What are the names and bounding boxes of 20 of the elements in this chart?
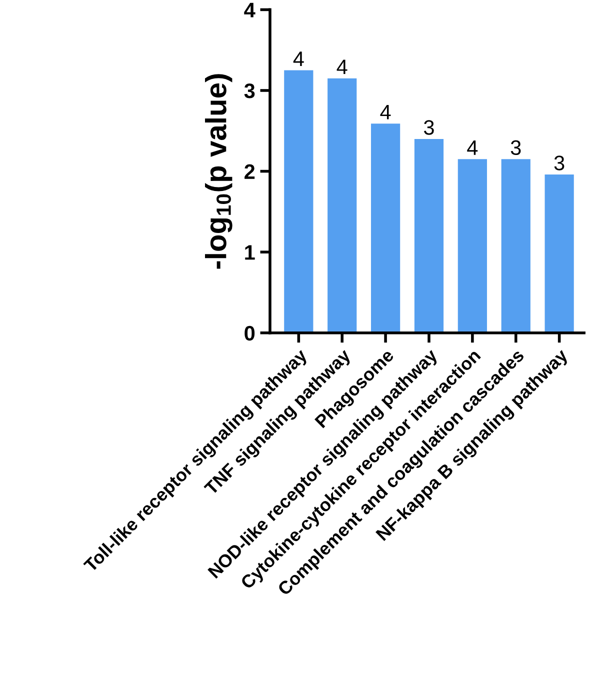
- bar: [414, 138, 444, 333]
- bar: [544, 174, 574, 333]
- annotation: 4: [380, 104, 391, 120]
- bar: [370, 124, 400, 333]
- y-tick-label: 2: [244, 164, 255, 179]
- annotation: 4: [293, 52, 304, 66]
- y-tick-label: 0: [244, 326, 255, 341]
- annotation: 3: [424, 120, 434, 135]
- bar: [328, 78, 357, 333]
- annotation: 4: [467, 140, 478, 155]
- bar: [458, 159, 487, 333]
- y-tick-label: 3: [244, 83, 255, 98]
- y-axis-title: -log$_{10}$(p value): [205, 74, 232, 269]
- bar: [284, 70, 314, 333]
- annotation: 3: [510, 140, 521, 156]
- y-tick-label: 4: [244, 2, 256, 18]
- annotation: 4: [336, 60, 348, 74]
- annotation: 3: [554, 156, 564, 170]
- y-tick-label: 1: [245, 245, 255, 260]
- bar: [501, 159, 530, 333]
